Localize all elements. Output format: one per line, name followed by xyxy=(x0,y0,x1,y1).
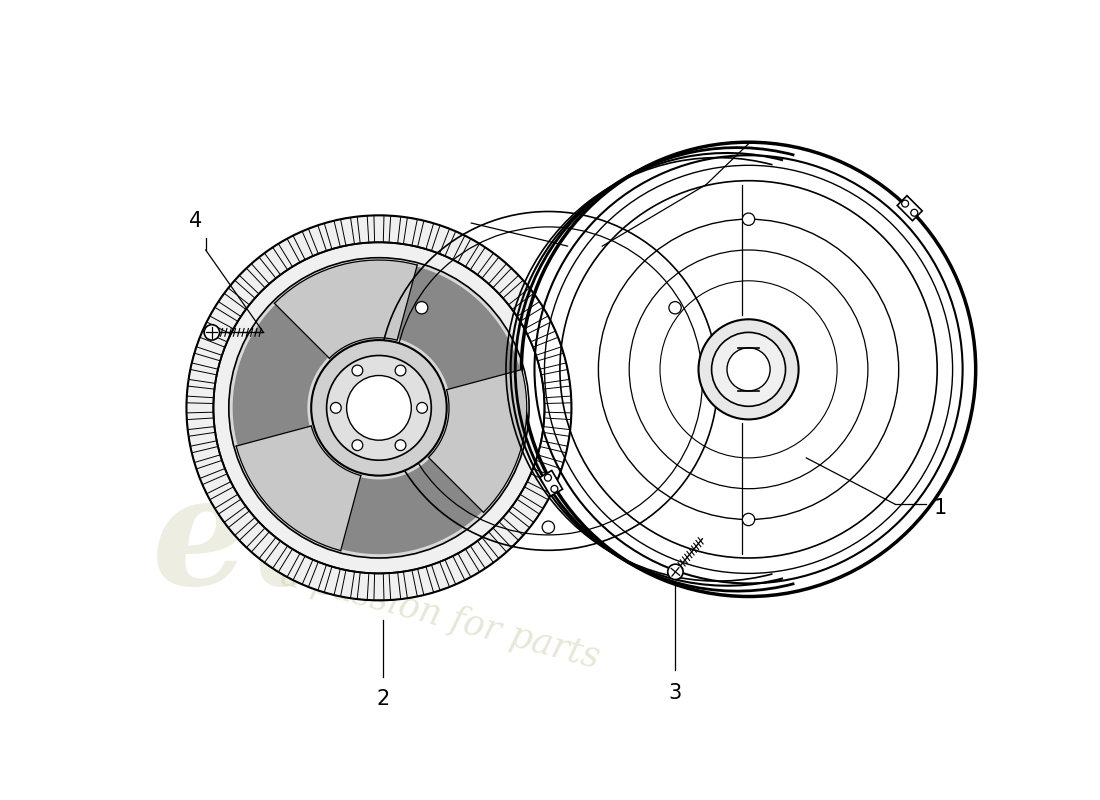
Text: 2: 2 xyxy=(376,689,389,709)
Polygon shape xyxy=(341,458,483,554)
Circle shape xyxy=(416,302,428,314)
Circle shape xyxy=(551,486,558,492)
Text: 3: 3 xyxy=(669,682,682,702)
Circle shape xyxy=(346,375,411,440)
Polygon shape xyxy=(397,266,520,390)
Text: eu: eu xyxy=(152,468,360,617)
Circle shape xyxy=(911,210,917,216)
Circle shape xyxy=(668,564,683,579)
Circle shape xyxy=(727,348,770,391)
Circle shape xyxy=(187,215,572,600)
Circle shape xyxy=(330,402,341,414)
Circle shape xyxy=(311,340,447,476)
Circle shape xyxy=(352,440,363,450)
Circle shape xyxy=(742,514,755,526)
Circle shape xyxy=(669,302,681,314)
Text: a passion for parts: a passion for parts xyxy=(277,557,604,674)
Circle shape xyxy=(352,365,363,376)
Polygon shape xyxy=(898,196,922,221)
Polygon shape xyxy=(233,305,328,446)
Polygon shape xyxy=(429,370,527,512)
Polygon shape xyxy=(274,260,417,358)
Polygon shape xyxy=(236,426,361,550)
Circle shape xyxy=(742,213,755,226)
Text: 1: 1 xyxy=(933,498,947,518)
Circle shape xyxy=(902,200,909,207)
Circle shape xyxy=(542,521,554,534)
Text: 4: 4 xyxy=(189,210,202,230)
Circle shape xyxy=(544,474,551,481)
Circle shape xyxy=(712,332,785,406)
Circle shape xyxy=(698,319,799,419)
Circle shape xyxy=(327,355,431,460)
Circle shape xyxy=(417,402,428,414)
Circle shape xyxy=(521,142,976,597)
Circle shape xyxy=(395,365,406,376)
Circle shape xyxy=(395,440,406,450)
Circle shape xyxy=(205,325,220,340)
Polygon shape xyxy=(540,470,562,496)
Circle shape xyxy=(229,258,529,558)
